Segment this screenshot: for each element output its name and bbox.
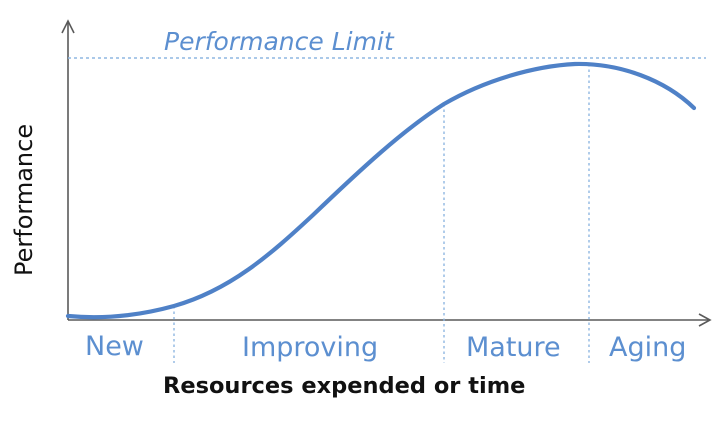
phase-label-improving: Improving (242, 332, 378, 363)
phase-label-mature: Mature (466, 332, 561, 363)
s-curve (65, 61, 697, 320)
phase-label-aging: Aging (609, 332, 686, 363)
y-axis-arrowhead (61, 19, 75, 34)
phase-dividers (173, 64, 590, 363)
performance-limit-label: Performance Limit (164, 27, 395, 56)
x-axis-title: Resources expended or time (163, 373, 525, 399)
phase-label-new: New (85, 331, 144, 362)
y-axis-title: Performance (10, 124, 38, 276)
axes (61, 19, 712, 327)
x-axis-arrowhead (698, 313, 712, 327)
